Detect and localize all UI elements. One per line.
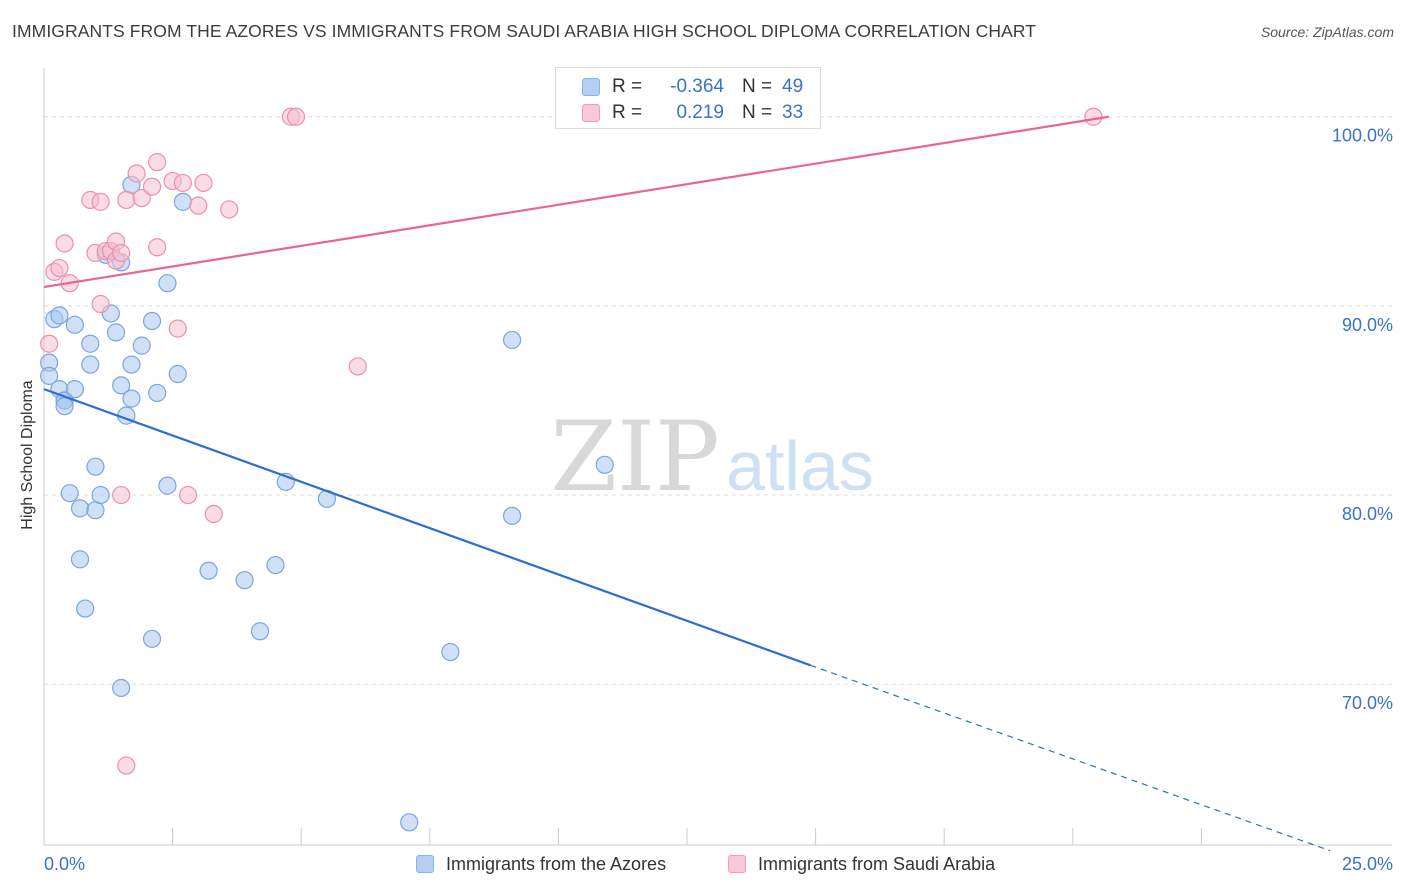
saudi-arabia-point xyxy=(117,756,136,775)
azores-point xyxy=(400,813,419,832)
r-value-saudi-arabia: 0.219 xyxy=(676,102,724,123)
azores-point xyxy=(76,599,95,618)
azores-point xyxy=(158,476,177,495)
watermark-atlas: atlas xyxy=(726,427,874,505)
saudi-arabia-point xyxy=(194,173,213,193)
azores-point xyxy=(595,455,614,474)
saudi-arabia-point xyxy=(173,173,192,193)
r-value-azores: -0.364 xyxy=(670,76,724,97)
saudi-arabia-point xyxy=(112,485,131,505)
azores-point xyxy=(86,457,105,476)
axes xyxy=(43,68,1392,846)
saudi-arabia-point xyxy=(55,234,74,253)
azores-trend-line-extension xyxy=(810,664,1331,852)
saudi-arabia-point xyxy=(168,319,187,338)
azores-point xyxy=(441,642,460,662)
legend-swatch-azores xyxy=(582,78,600,96)
saudi-arabia-point xyxy=(189,196,208,215)
n-label: N = xyxy=(742,76,773,97)
legend-item-saudi-arabia[interactable]: Immigrants from Saudi Arabia xyxy=(728,851,995,877)
data-points xyxy=(40,107,1103,832)
azores-point xyxy=(40,366,59,385)
saudi-arabia-trend-line xyxy=(43,115,1109,289)
azores-point xyxy=(158,274,177,293)
legend-item-azores[interactable]: Immigrants from the Azores xyxy=(416,851,666,877)
azores-point xyxy=(168,364,187,384)
azores-point xyxy=(60,484,79,503)
azores-point xyxy=(266,555,285,575)
azores-trend-line xyxy=(43,388,811,667)
saudi-arabia-point xyxy=(178,485,198,505)
legend-row-azores: R = -0.364 N = 49 xyxy=(556,74,803,100)
legend-swatch-saudi-arabia xyxy=(728,855,746,873)
saudi-arabia-point xyxy=(91,192,110,211)
trend-lines xyxy=(43,115,1331,852)
source-credit: Source: ZipAtlas.com xyxy=(1260,24,1394,40)
y-tick-label: 80.0% xyxy=(1342,504,1393,524)
azores-point xyxy=(70,550,90,569)
watermark: ZIP atlas xyxy=(550,401,874,513)
azores-point xyxy=(81,334,100,353)
azores-point xyxy=(106,323,126,342)
saudi-arabia-point xyxy=(148,238,167,257)
saudi-arabia-point xyxy=(1084,107,1103,126)
legend-row-saudi-arabia: R = 0.219 N = 33 xyxy=(556,100,803,126)
saudi-arabia-point xyxy=(117,190,136,210)
chart-title: IMMIGRANTS FROM THE AZORES VS IMMIGRANTS… xyxy=(12,21,1037,41)
y-tick-label: 70.0% xyxy=(1342,693,1393,713)
saudi-arabia-point xyxy=(132,188,151,208)
azores-point xyxy=(81,355,100,374)
legend-swatch-azores xyxy=(416,855,434,873)
azores-point xyxy=(142,311,162,331)
azores-point xyxy=(65,315,84,334)
azores-point xyxy=(86,501,105,520)
saudi-arabia-point xyxy=(50,258,69,278)
azores-point xyxy=(503,330,522,350)
azores-point xyxy=(50,306,69,325)
r-label: R = xyxy=(612,102,643,123)
azores-point xyxy=(250,622,270,641)
gridlines xyxy=(44,116,1392,685)
azores-point xyxy=(70,499,90,518)
azores-point xyxy=(65,380,84,399)
y-tick-label: 90.0% xyxy=(1342,315,1393,335)
saudi-arabia-point xyxy=(148,153,167,172)
saudi-arabia-point xyxy=(204,504,223,524)
azores-point xyxy=(132,336,151,355)
azores-point xyxy=(173,192,192,211)
r-label: R = xyxy=(612,76,643,97)
tick-labels: 70.0% 80.0% 90.0% 100.0% 0.0% 25.0% xyxy=(44,126,1393,874)
n-value-azores: 49 xyxy=(782,76,804,97)
legend-label-saudi-arabia: Immigrants from Saudi Arabia xyxy=(758,853,996,874)
correlation-legend: R = -0.364 N = 49 R = 0.219 N = 33 xyxy=(555,67,821,129)
azores-point xyxy=(148,383,167,403)
saudi-arabia-point xyxy=(91,294,110,314)
azores-point xyxy=(235,571,254,590)
azores-point xyxy=(55,397,74,416)
legend-label-azores: Immigrants from the Azores xyxy=(446,853,667,874)
x-tick-label: 25.0% xyxy=(1342,854,1393,874)
watermark-zip: ZIP xyxy=(550,401,719,513)
x-tick-label: 0.0% xyxy=(44,854,85,874)
legend-swatch-saudi-arabia xyxy=(582,104,600,122)
azores-point xyxy=(503,506,522,525)
saudi-arabia-point xyxy=(220,200,239,219)
saudi-arabia-point xyxy=(40,334,59,353)
saudi-arabia-point xyxy=(142,177,162,196)
saudi-arabia-point xyxy=(112,243,131,263)
azores-point xyxy=(142,629,162,648)
azores-point xyxy=(112,376,131,395)
azores-point xyxy=(112,678,131,698)
azores-point xyxy=(122,389,141,408)
azores-point xyxy=(91,485,110,505)
n-value-saudi-arabia: 33 xyxy=(782,102,804,123)
saudi-arabia-point xyxy=(348,357,367,376)
azores-point xyxy=(122,355,141,374)
n-label: N = xyxy=(742,102,773,123)
saudi-arabia-point xyxy=(286,107,306,126)
y-tick-label: 100.0% xyxy=(1332,126,1393,146)
azores-point xyxy=(199,561,218,580)
saudi-arabia-point xyxy=(127,164,146,183)
